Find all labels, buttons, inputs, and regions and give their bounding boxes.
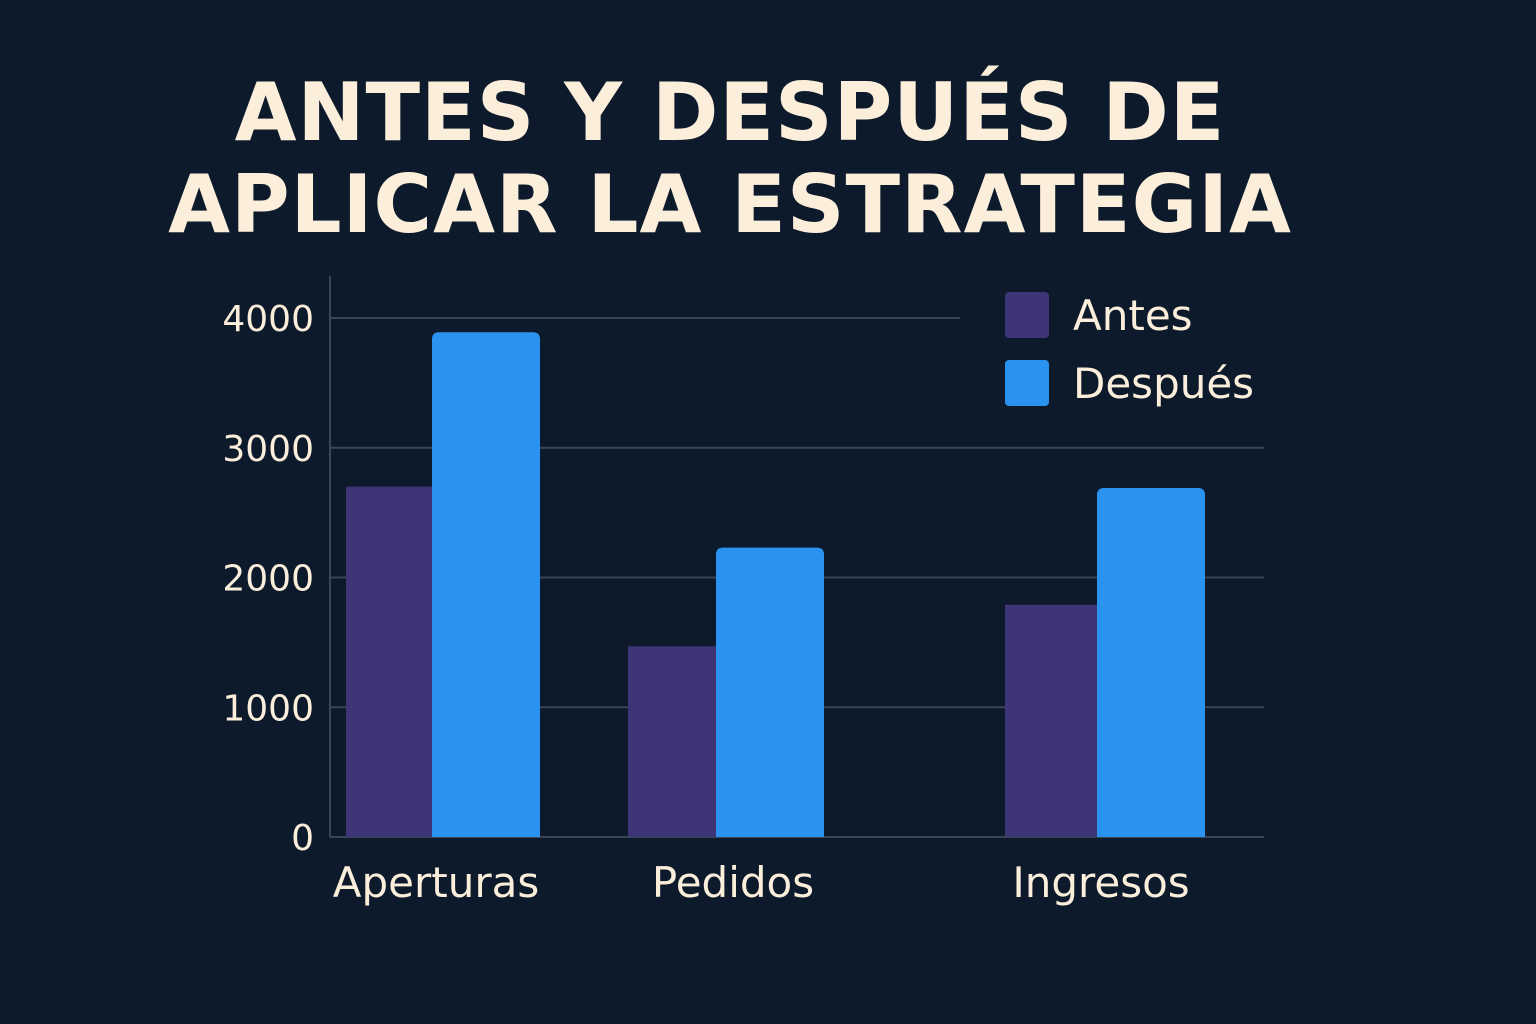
chart-title-line-1: ANTES Y DESPUÉS DE: [234, 66, 1226, 159]
bar-aperturas-antes: [346, 486, 432, 837]
chart-title-line-2: APLICAR LA ESTRATEGIA: [168, 158, 1292, 251]
y-tick-label: 4000: [222, 299, 314, 340]
legend-label-despues: Después: [1073, 359, 1254, 408]
legend-swatch-antes: [1005, 292, 1049, 338]
x-tick-labels: Aperturas Pedidos Ingresos: [333, 858, 1190, 907]
y-tick-label: 0: [291, 818, 314, 859]
x-tick-label: Pedidos: [652, 858, 814, 907]
legend: Antes Después: [1005, 291, 1254, 408]
legend-label-antes: Antes: [1073, 291, 1193, 340]
bar-pedidos-despues: [716, 547, 824, 837]
x-tick-label: Aperturas: [333, 858, 539, 907]
bars: [346, 332, 1205, 837]
x-tick-label: Ingresos: [1012, 858, 1189, 907]
y-tick-labels: 0 1000 2000 3000 4000: [222, 299, 314, 859]
y-tick-label: 1000: [222, 688, 314, 729]
y-tick-label: 3000: [222, 429, 314, 470]
bar-ingresos-antes: [1005, 604, 1097, 837]
bar-ingresos-despues: [1097, 487, 1205, 837]
legend-swatch-despues: [1005, 360, 1049, 406]
y-tick-label: 2000: [222, 559, 314, 600]
bar-pedidos-antes: [628, 646, 716, 837]
bar-aperturas-despues: [432, 332, 540, 837]
